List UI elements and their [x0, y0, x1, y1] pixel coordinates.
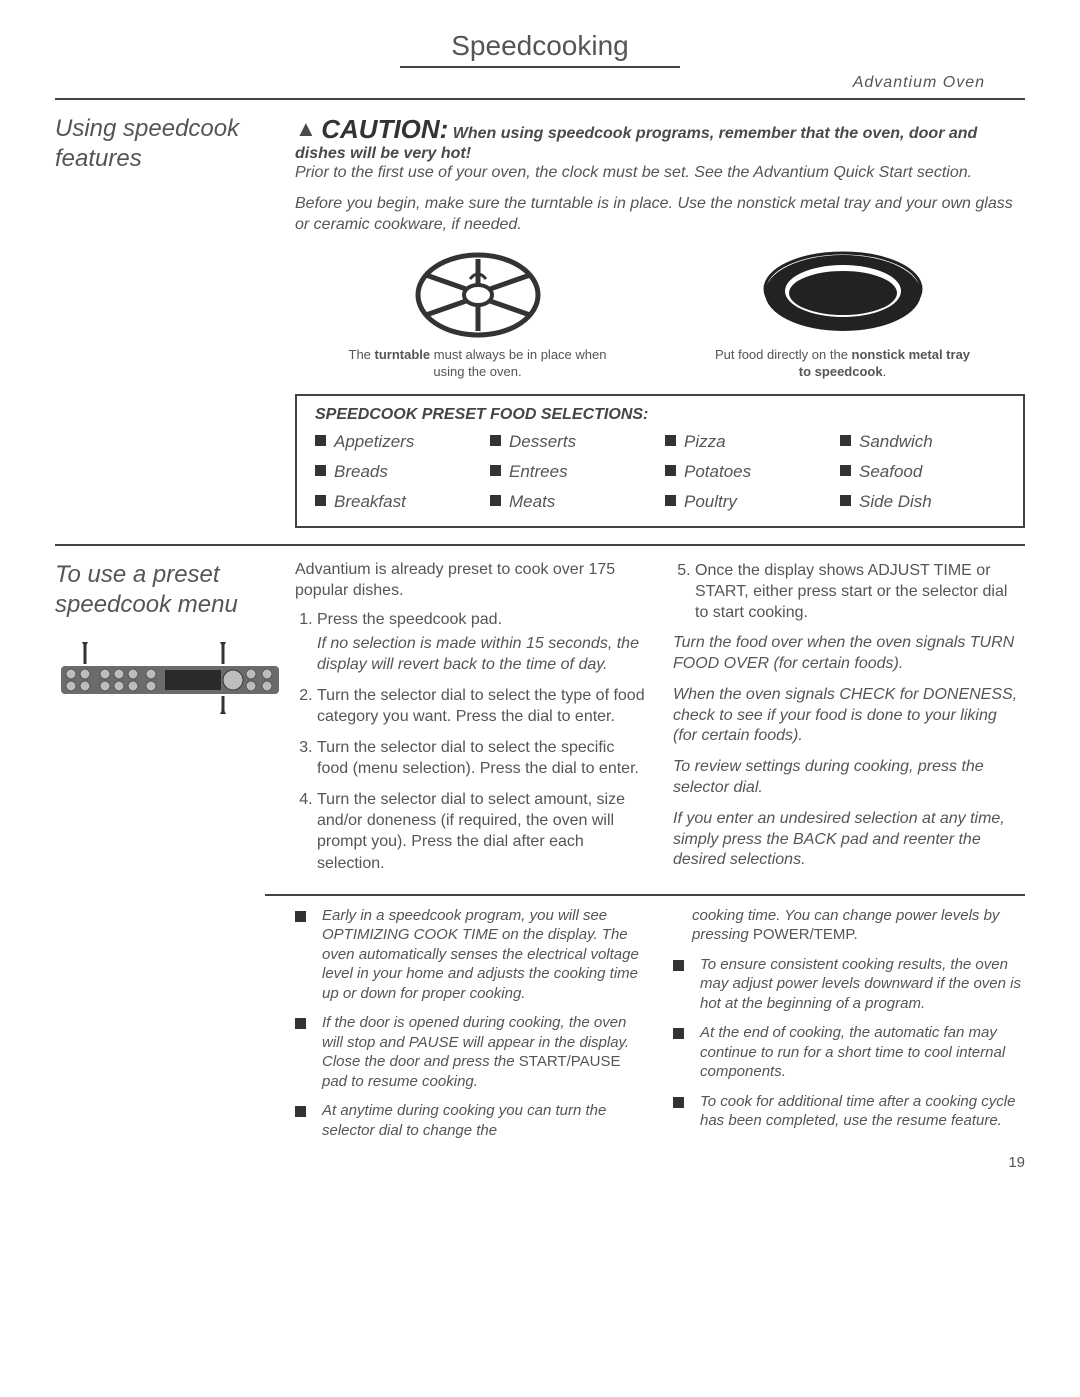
- preset-item: Seafood: [840, 462, 1005, 482]
- note-text: Turn the food over when the oven signals…: [673, 633, 1025, 675]
- preset-item: Meats: [490, 492, 655, 512]
- divider-short: [265, 894, 1025, 896]
- steps-list: Press the speedcook pad. If no selection…: [295, 609, 647, 873]
- note-text: To review settings during cooking, press…: [673, 757, 1025, 799]
- paragraph: Before you begin, make sure the turntabl…: [295, 194, 1025, 236]
- tray-icon: [758, 249, 928, 341]
- preset-item: Side Dish: [840, 492, 1005, 512]
- bullet-cont: cooking time. You can change power level…: [673, 906, 1025, 945]
- section-using-speedcook: Using speedcook features ▲ CAUTION: When…: [55, 114, 1025, 528]
- square-bullet-icon: [673, 1097, 684, 1108]
- bullet-item: To ensure consistent cooking results, th…: [673, 955, 1025, 1014]
- section-side-title: To use a preset speedcook menu: [55, 560, 265, 620]
- square-bullet-icon: [295, 1106, 306, 1117]
- illustration-row: The turntable must always be in place wh…: [295, 249, 1025, 380]
- step-item: Turn the selector dial to select amount,…: [317, 789, 647, 873]
- bullet-item: At anytime during cooking you can turn t…: [295, 1101, 647, 1140]
- square-bullet-icon: [295, 911, 306, 922]
- preset-item: Poultry: [665, 492, 830, 512]
- control-panel-figure: [55, 638, 265, 718]
- preset-item: Pizza: [665, 432, 830, 452]
- square-bullet-icon: [295, 1018, 306, 1029]
- page-header: Speedcooking: [55, 30, 1025, 68]
- turntable-figure: The turntable must always be in place wh…: [348, 249, 608, 380]
- caution-line: ▲ CAUTION: When using speedcook programs…: [295, 114, 1025, 163]
- two-column: Advantium is already preset to cook over…: [295, 560, 1025, 884]
- page-title: Speedcooking: [55, 30, 1025, 62]
- square-bullet-icon: [673, 1028, 684, 1039]
- step-item: Turn the selector dial to select the spe…: [317, 737, 647, 779]
- divider: [55, 544, 1025, 546]
- title-underline: [400, 66, 680, 68]
- step-item: Turn the selector dial to select the typ…: [317, 685, 647, 727]
- preset-box-title: SPEEDCOOK PRESET FOOD SELECTIONS:: [315, 406, 1005, 424]
- steps-list: Once the display shows ADJUST TIME or ST…: [673, 560, 1025, 623]
- section-notes: Early in a speedcook program, you will s…: [55, 906, 1025, 1151]
- tray-figure: Put food directly on the nonstick metal …: [713, 249, 973, 380]
- turntable-icon: [408, 249, 548, 341]
- preset-item: Appetizers: [315, 432, 480, 452]
- figure-caption: The turntable must always be in place wh…: [348, 347, 608, 380]
- page-subhead: Advantium Oven: [55, 74, 1025, 92]
- section-side-title: Using speedcook features: [55, 114, 265, 174]
- divider: [55, 98, 1025, 100]
- preset-food-box: SPEEDCOOK PRESET FOOD SELECTIONS: Appeti…: [295, 394, 1025, 528]
- note-text: When the oven signals CHECK for DONENESS…: [673, 685, 1025, 747]
- bullet-item: If the door is opened during cooking, th…: [295, 1013, 647, 1091]
- preset-item: Potatoes: [665, 462, 830, 482]
- note-text: If you enter an undesired selection at a…: [673, 809, 1025, 871]
- caution-word: CAUTION:: [321, 114, 448, 144]
- section-preset-menu: To use a preset speedcook menu: [55, 560, 1025, 884]
- preset-item: Breads: [315, 462, 480, 482]
- bullet-item: Early in a speedcook program, you will s…: [295, 906, 647, 1004]
- bullet-item: To cook for additional time after a cook…: [673, 1092, 1025, 1131]
- preset-item: Entrees: [490, 462, 655, 482]
- paragraph: Prior to the first use of your oven, the…: [295, 163, 1025, 184]
- preset-item: Breakfast: [315, 492, 480, 512]
- step-item: Once the display shows ADJUST TIME or ST…: [695, 560, 1025, 623]
- two-column: Early in a speedcook program, you will s…: [295, 906, 1025, 1151]
- bullet-item: At the end of cooking, the automatic fan…: [673, 1023, 1025, 1082]
- step-item: Press the speedcook pad. If no selection…: [317, 609, 647, 674]
- figure-caption: Put food directly on the nonstick metal …: [713, 347, 973, 380]
- preset-item: Desserts: [490, 432, 655, 452]
- intro-text: Advantium is already preset to cook over…: [295, 560, 647, 602]
- square-bullet-icon: [673, 960, 684, 971]
- control-panel-icon: [55, 638, 285, 718]
- warning-icon: ▲: [295, 116, 317, 142]
- page-number: 19: [55, 1154, 1025, 1171]
- preset-grid: Appetizers Desserts Pizza Sandwich Breads Ent…: [315, 432, 1005, 512]
- preset-item: Sandwich: [840, 432, 1005, 452]
